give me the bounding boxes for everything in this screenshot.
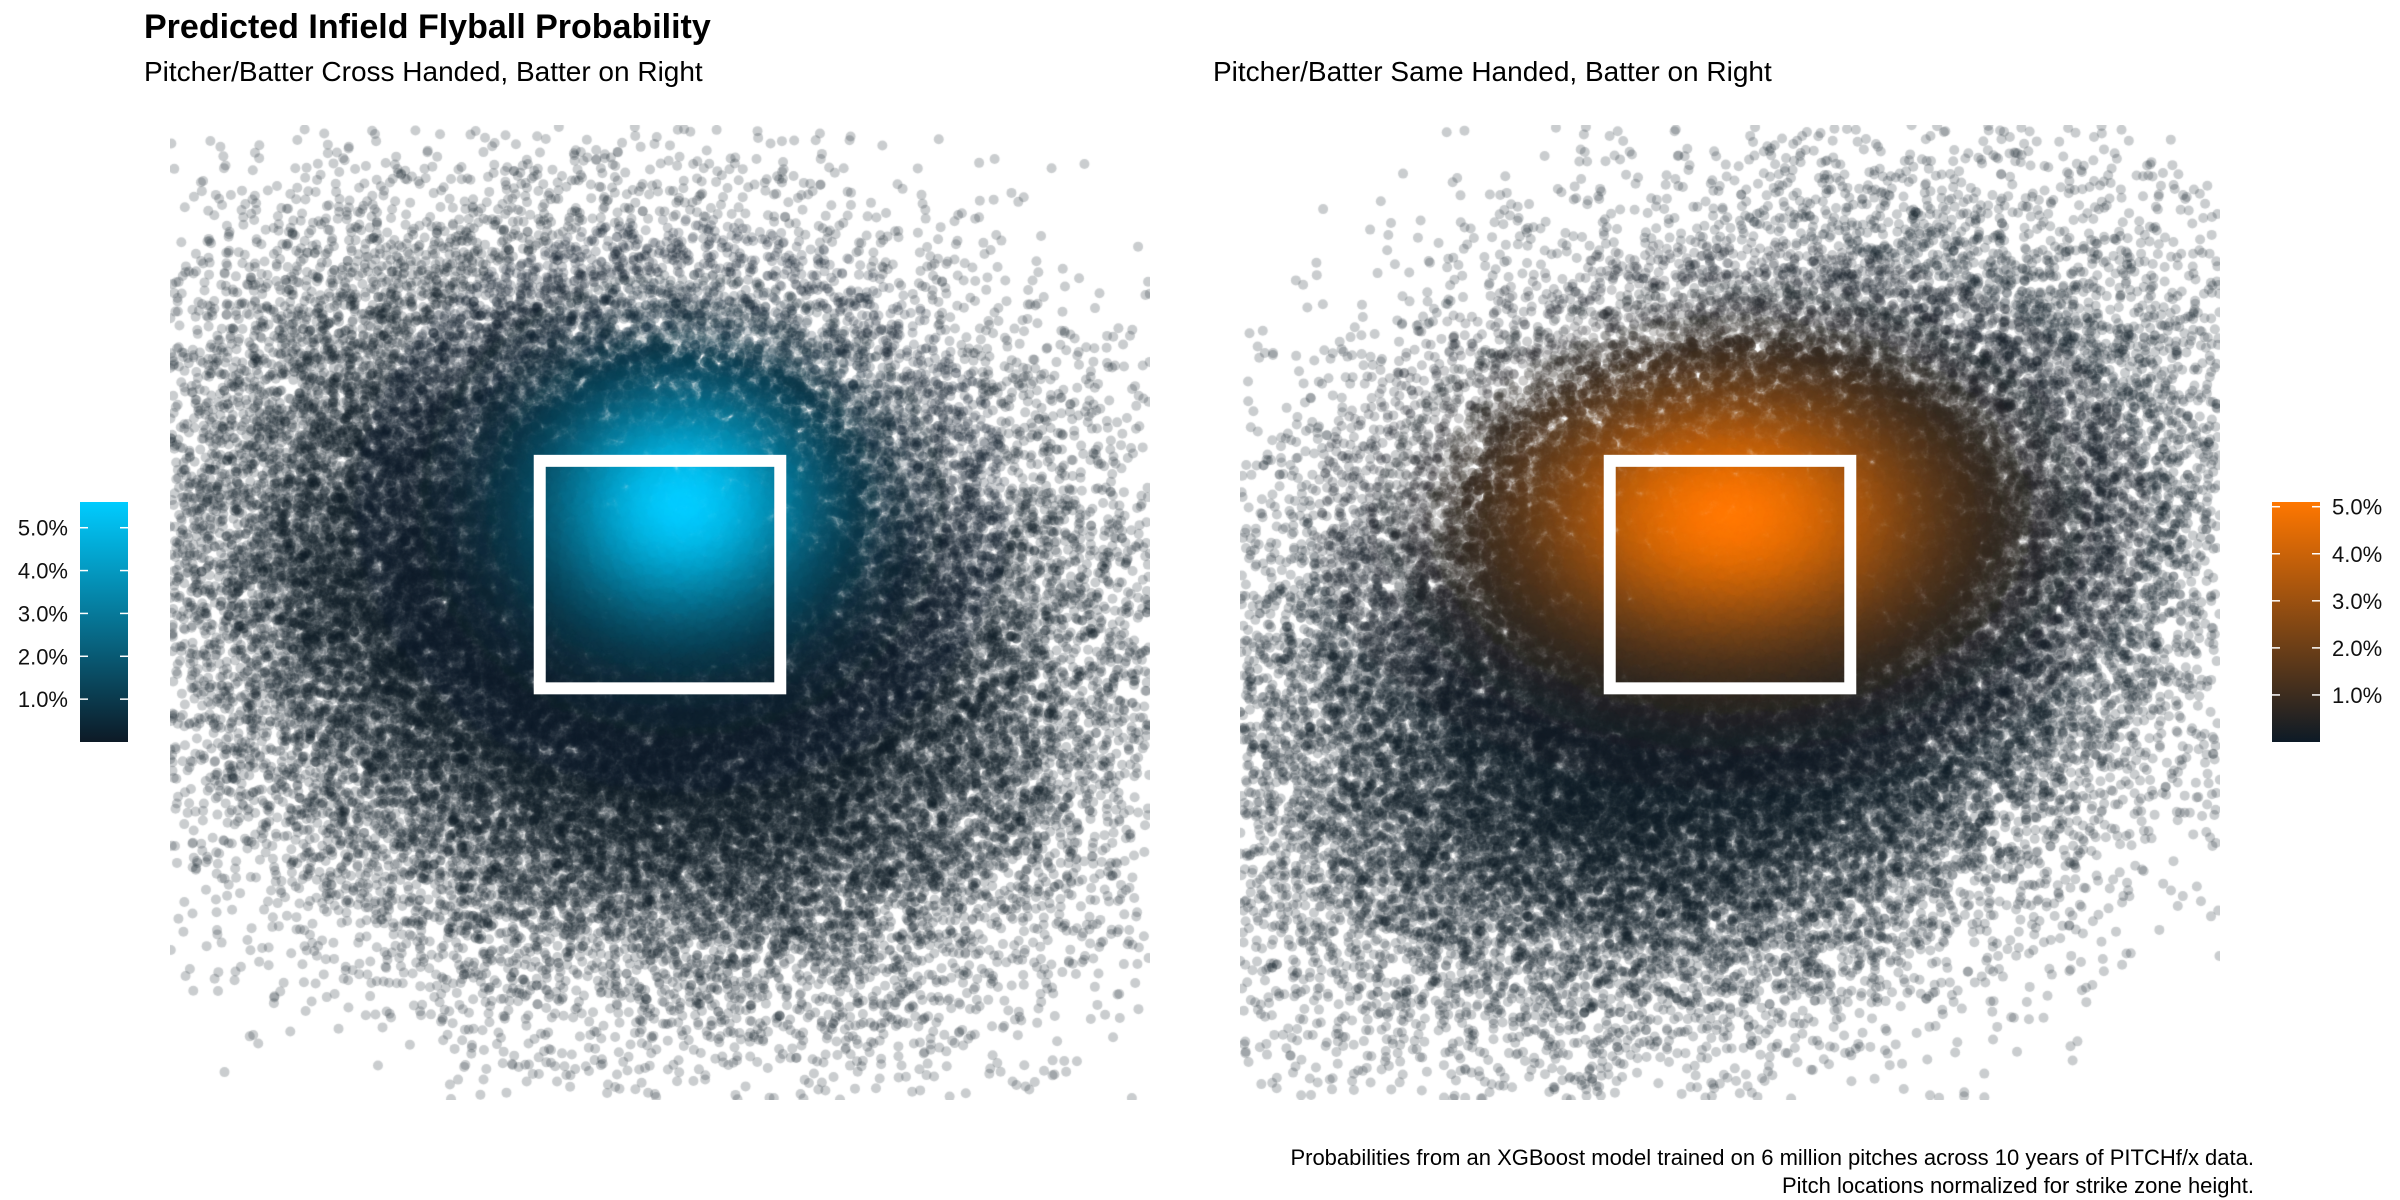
legend-tick-label: 2.0% (18, 644, 68, 669)
color-bar (2272, 502, 2320, 742)
strike-zone-box (533, 454, 787, 695)
legend-tick-label: 5.0% (18, 516, 68, 541)
same-handed-point-cloud (1240, 125, 2220, 1100)
color-bar (80, 502, 128, 742)
cross-handed-scatter-plot (170, 125, 1150, 1100)
legend-tick-label: 3.0% (2332, 589, 2382, 614)
strike-zone-box (1603, 454, 1857, 695)
caption-line-1: Probabilities from an XGBoost model trai… (1290, 1145, 2254, 1170)
chart-title: Predicted Infield Flyball Probability (144, 8, 711, 46)
legend-tick-label: 4.0% (2332, 542, 2382, 567)
cross-handed-overlay (533, 454, 787, 695)
legend-tick-label: 3.0% (18, 601, 68, 626)
same-handed-scatter-plot (1240, 125, 2220, 1100)
right-panel-subtitle: Pitcher/Batter Same Handed, Batter on Ri… (1213, 56, 1772, 87)
cross-handed-point-cloud (170, 125, 1150, 1100)
cross-handed-color-legend: 1.0% 2.0% 3.0% 4.0% 5.0% (0, 500, 160, 750)
legend-tick-label: 5.0% (2332, 495, 2382, 520)
legend-tick-label: 1.0% (2332, 683, 2382, 708)
legend-tick-label: 1.0% (18, 687, 68, 712)
left-panel-subtitle: Pitcher/Batter Cross Handed, Batter on R… (144, 56, 703, 87)
legend-tick-label: 4.0% (18, 559, 68, 584)
same-handed-overlay (1603, 454, 1857, 695)
same-handed-color-legend: 1.0% 2.0% 3.0% 4.0% 5.0% (2240, 495, 2400, 750)
legend-tick-label: 2.0% (2332, 636, 2382, 661)
caption-line-2: Pitch locations normalized for strike zo… (1781, 1173, 2254, 1198)
